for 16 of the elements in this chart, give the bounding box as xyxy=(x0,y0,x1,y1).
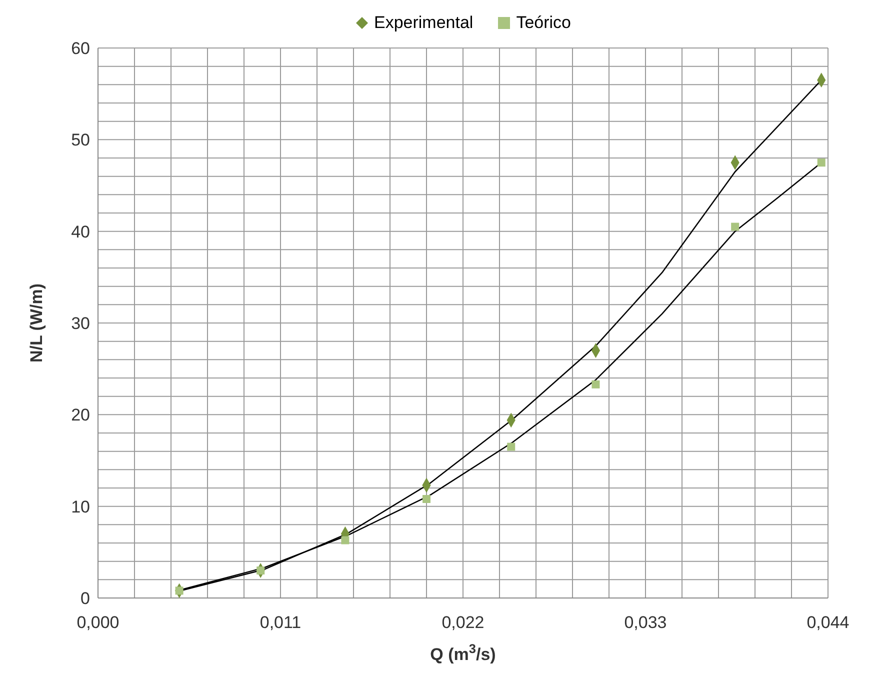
y-tick-label: 20 xyxy=(71,406,90,425)
y-axis-title: N/L (W/m) xyxy=(27,283,46,363)
y-tick-label: 40 xyxy=(71,222,90,242)
x-tick-label: 0,000 xyxy=(76,613,120,632)
y-tick-label: 30 xyxy=(71,314,90,334)
x-tick-label: 0,033 xyxy=(624,613,667,632)
y-tick-label: 10 xyxy=(71,497,90,516)
y-tick-label: 0 xyxy=(80,589,90,608)
x-tick-label: 0,044 xyxy=(806,613,850,632)
y-tick-label: 60 xyxy=(71,39,90,58)
legend-label: Experimental xyxy=(372,13,474,33)
y-tick-label: 50 xyxy=(71,130,90,150)
x-tick-label: 0,022 xyxy=(442,613,484,632)
legend-label: Teórico xyxy=(515,13,572,33)
x-tick-label: 0,011 xyxy=(260,613,302,632)
x-axis-title: Q (m$^{3}$/s) xyxy=(430,640,496,664)
